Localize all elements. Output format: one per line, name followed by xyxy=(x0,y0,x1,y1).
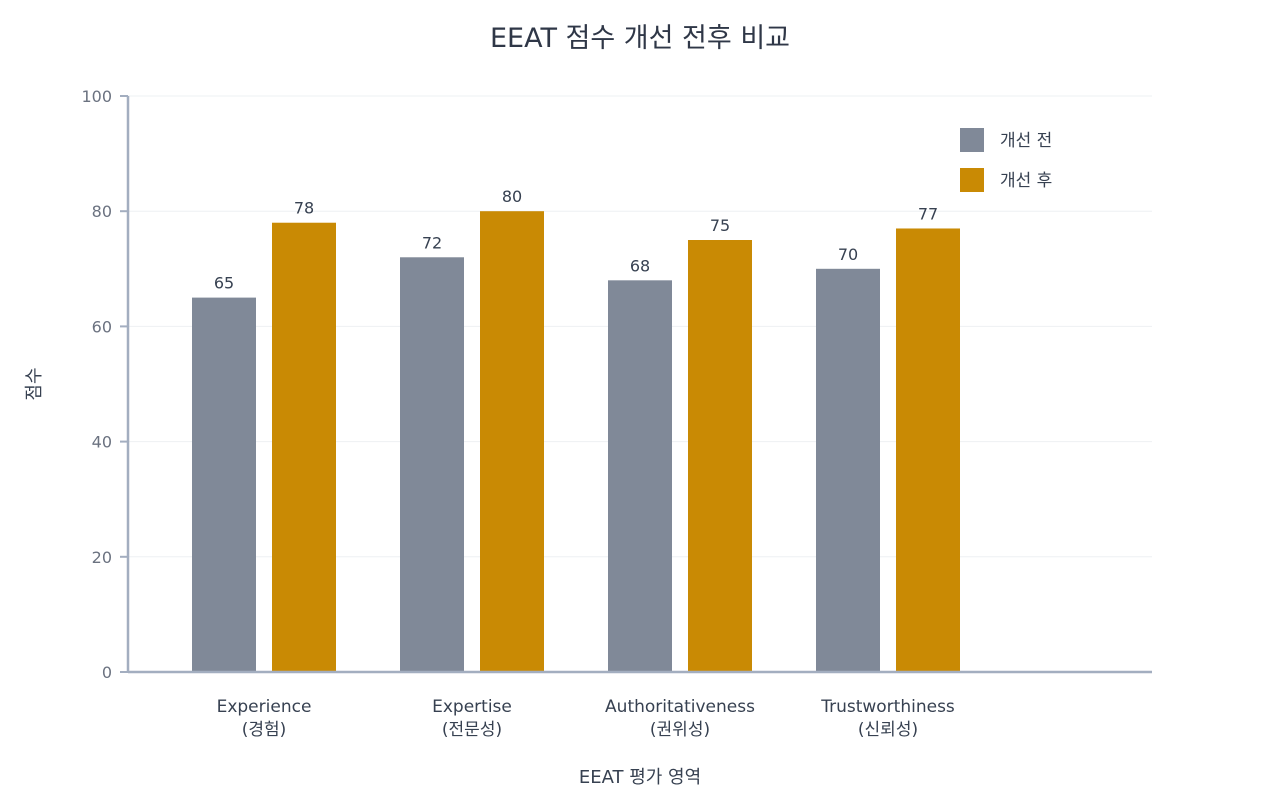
x-tick-label: Experience (경험) xyxy=(217,697,312,740)
data-label: 65 xyxy=(214,274,234,293)
x-tick-label: Trustworthiness (신뢰성) xyxy=(820,697,955,740)
data-label: 68 xyxy=(630,256,650,275)
y-tick-label: 100 xyxy=(81,87,112,106)
bar-after xyxy=(272,222,336,672)
y-tick-label: 0 xyxy=(102,663,112,682)
bar-after xyxy=(896,228,960,673)
data-label: 77 xyxy=(918,204,938,223)
bar-before xyxy=(192,297,256,672)
x-tick-label: Expertise (전문성) xyxy=(432,697,512,740)
x-axis-categories: Experience (경험) Expertise (전문성) Authoritativ… xyxy=(217,697,955,740)
x-axis-label: EEAT 평가 영역 xyxy=(579,767,701,788)
data-label: 80 xyxy=(502,187,522,206)
data-label: 72 xyxy=(422,233,442,252)
x-tick-label: Authoritativeness (권위성) xyxy=(605,697,755,740)
y-tick-label: 80 xyxy=(92,202,112,221)
chart-title: EEAT 점수 개선 전후 비교 xyxy=(490,23,790,54)
bars: 65 78 72 80 68 75 70 77 xyxy=(192,187,960,673)
legend-label: 개선 전 xyxy=(1000,131,1052,151)
bar-before xyxy=(816,268,880,672)
legend-label: 개선 후 xyxy=(1000,171,1052,191)
legend-swatch xyxy=(960,128,984,152)
data-label: 78 xyxy=(294,199,314,218)
y-tick-label: 40 xyxy=(92,433,112,452)
data-label: 70 xyxy=(838,245,858,264)
y-tick-label: 60 xyxy=(92,317,112,336)
legend-swatch xyxy=(960,168,984,192)
y-axis-label: 점수 xyxy=(24,367,45,400)
bar-before xyxy=(608,280,672,672)
y-axis-ticks: 0 20 40 60 80 100 xyxy=(81,87,128,682)
legend: 개선 전개선 후 xyxy=(960,128,1052,192)
data-label: 75 xyxy=(710,216,730,235)
bar-after xyxy=(688,240,752,672)
y-tick-label: 20 xyxy=(92,548,112,567)
bar-after xyxy=(480,211,544,672)
bar-before xyxy=(400,257,464,672)
